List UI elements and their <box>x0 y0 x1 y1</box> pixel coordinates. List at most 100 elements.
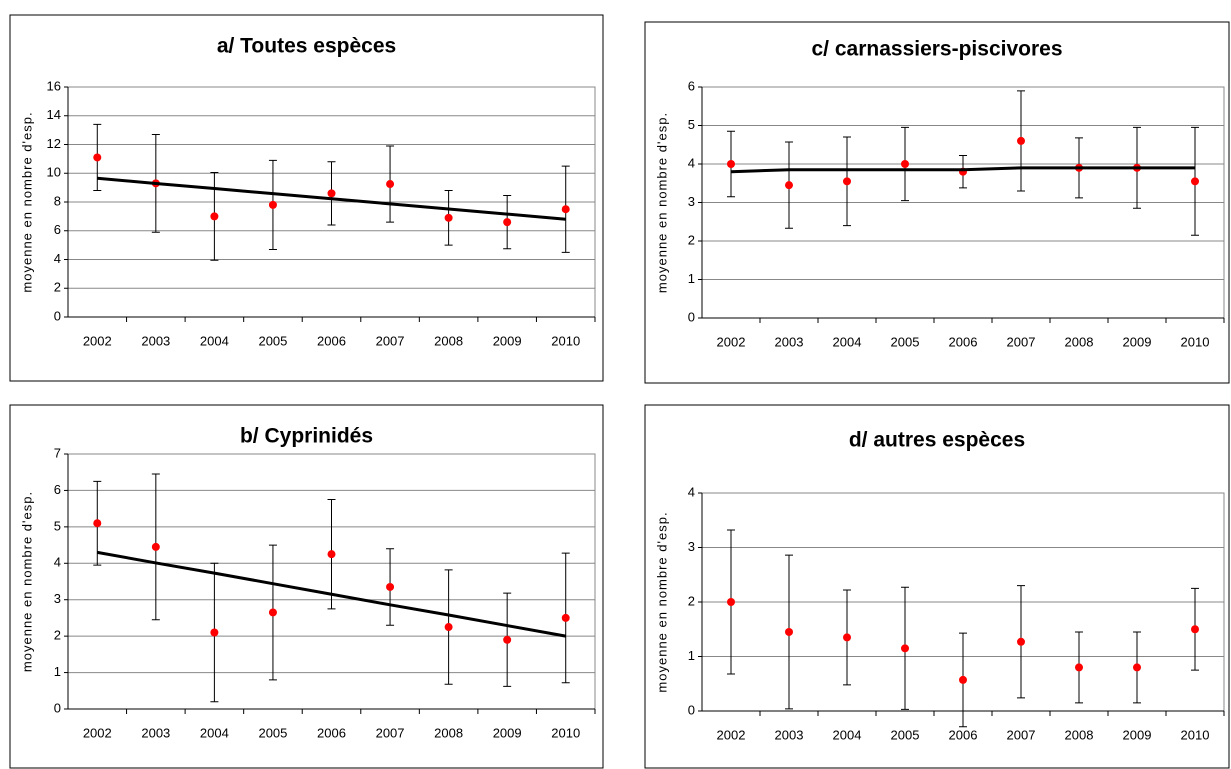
data-point <box>210 212 219 221</box>
x-tick-label: 2010 <box>1181 334 1210 349</box>
x-tick-label: 2002 <box>83 333 112 348</box>
x-tick-label: 2003 <box>775 334 804 349</box>
y-tick-label: 6 <box>54 222 61 237</box>
x-tick-label: 2007 <box>1007 334 1036 349</box>
data-point <box>444 623 453 632</box>
x-tick-label: 2010 <box>551 725 580 740</box>
x-tick-label: 2005 <box>258 333 287 348</box>
data-point <box>1191 177 1199 186</box>
panel-frame <box>9 404 604 769</box>
x-tick-label: 2004 <box>833 727 862 742</box>
x-tick-label: 2006 <box>317 333 346 348</box>
data-point <box>386 582 395 591</box>
chart-title: c/ carnassiers-piscivores <box>812 38 1063 61</box>
x-tick-label: 2008 <box>1065 334 1094 349</box>
y-tick-label: 2 <box>54 628 61 643</box>
x-tick-label: 2003 <box>141 725 170 740</box>
y-tick-label: 0 <box>688 309 695 324</box>
y-tick-label: 4 <box>54 251 61 266</box>
y-tick-label: 12 <box>47 136 61 151</box>
x-tick-label: 2008 <box>434 725 463 740</box>
x-tick-label: 2010 <box>551 333 580 348</box>
x-tick-label: 2009 <box>1123 334 1152 349</box>
data-point <box>1017 136 1025 145</box>
y-tick-label: 6 <box>688 78 695 93</box>
x-tick-label: 2007 <box>376 333 405 348</box>
x-tick-label: 2006 <box>949 334 978 349</box>
data-point <box>1017 637 1025 646</box>
x-tick-label: 2009 <box>493 725 522 740</box>
chart-panel: d/ autres espèces moyenne en nombre d'esp… <box>644 404 1230 769</box>
x-tick-label: 2002 <box>717 334 746 349</box>
x-tick-label: 2005 <box>891 334 920 349</box>
x-tick-label: 2005 <box>258 725 287 740</box>
data-point <box>268 608 277 617</box>
data-point <box>327 550 336 559</box>
chart-title: a/ Toutes espèces <box>217 35 396 58</box>
x-tick-label: 2006 <box>949 727 978 742</box>
y-tick-label: 2 <box>688 593 695 608</box>
data-point <box>843 177 851 186</box>
data-point <box>727 160 735 168</box>
trend-line <box>730 166 1195 174</box>
chart-title: b/ Cyprinidés <box>240 425 373 448</box>
x-tick-label: 2008 <box>1065 727 1094 742</box>
data-point <box>93 153 102 162</box>
y-axis-label: moyenne en nombre d'esp. <box>654 511 669 692</box>
y-tick-label: 3 <box>688 194 695 209</box>
y-tick-label: 3 <box>54 591 61 606</box>
x-tick-label: 2009 <box>493 333 522 348</box>
x-tick-label: 2004 <box>833 334 862 349</box>
y-tick-label: 0 <box>54 308 61 323</box>
data-point <box>93 519 102 528</box>
data-point <box>503 218 512 227</box>
data-point <box>151 542 160 551</box>
y-tick-label: 1 <box>688 648 695 663</box>
data-point <box>1075 663 1083 672</box>
x-tick-label: 2009 <box>1123 727 1152 742</box>
y-tick-label: 6 <box>54 482 61 497</box>
data-point <box>959 675 967 684</box>
trend-line <box>97 550 566 638</box>
y-tick-label: 0 <box>688 702 695 717</box>
data-point <box>785 181 793 190</box>
y-tick-label: 4 <box>54 555 61 570</box>
y-tick-label: 5 <box>688 117 695 132</box>
data-point <box>785 627 793 636</box>
chart-panel: a/ Toutes espèces moyenne en nombre d'esp… <box>9 14 604 382</box>
data-point <box>327 189 336 198</box>
y-tick-label: 4 <box>688 484 695 499</box>
panel-frame <box>644 404 1230 769</box>
y-tick-label: 16 <box>47 78 61 93</box>
y-tick-label: 0 <box>54 700 61 715</box>
y-tick-label: 5 <box>54 518 61 533</box>
y-axis-label: moyenne en nombre d'esp. <box>19 491 34 672</box>
y-axis-label: moyenne en nombre d'esp. <box>19 111 34 292</box>
data-point <box>444 213 453 222</box>
data-point <box>901 160 909 168</box>
y-tick-label: 4 <box>688 155 695 170</box>
x-tick-label: 2007 <box>1007 727 1036 742</box>
y-tick-label: 1 <box>688 271 695 286</box>
x-tick-label: 2007 <box>376 725 405 740</box>
y-tick-label: 7 <box>54 445 61 460</box>
chart-panel: c/ carnassiers-piscivores moyenne en nomb… <box>644 21 1230 384</box>
y-tick-label: 2 <box>688 232 695 247</box>
data-point <box>1191 625 1199 634</box>
x-tick-label: 2004 <box>200 333 229 348</box>
y-tick-label: 10 <box>47 165 61 180</box>
x-tick-label: 2002 <box>83 725 112 740</box>
x-tick-label: 2006 <box>317 725 346 740</box>
data-point <box>843 633 851 642</box>
data-point <box>561 613 570 622</box>
trend-line <box>97 176 566 221</box>
y-axis-label: moyenne en nombre d'esp. <box>654 112 669 293</box>
x-tick-label: 2003 <box>775 727 804 742</box>
data-point <box>210 628 219 637</box>
x-tick-label: 2004 <box>200 725 229 740</box>
y-tick-label: 3 <box>688 539 695 554</box>
data-point <box>386 180 395 189</box>
data-point <box>561 205 570 214</box>
x-tick-label: 2002 <box>717 727 746 742</box>
